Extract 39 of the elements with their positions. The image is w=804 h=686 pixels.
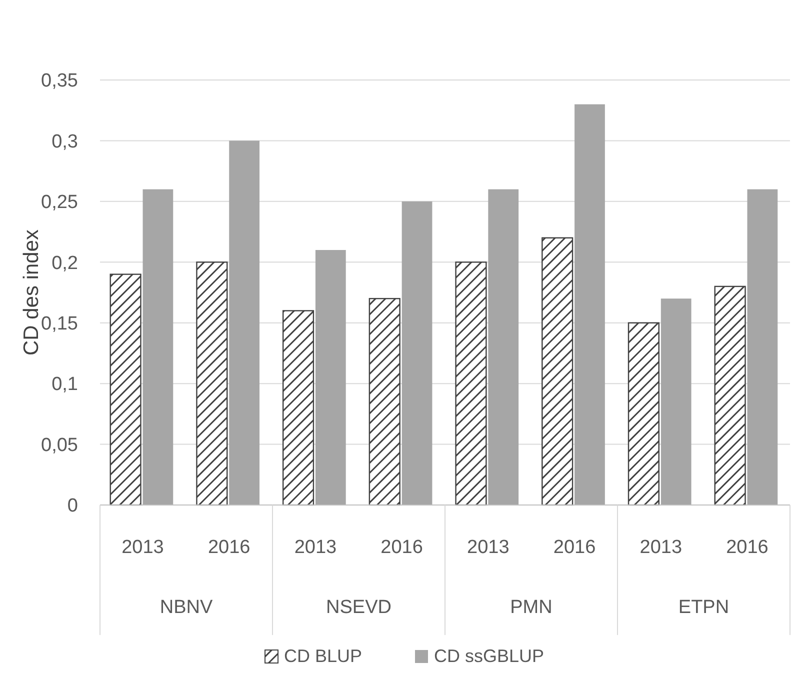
y-axis-title: CD des index xyxy=(20,228,43,356)
x-tick-label: 2013 xyxy=(640,537,682,558)
bar xyxy=(455,262,487,506)
bar xyxy=(315,250,346,505)
bar xyxy=(628,322,660,506)
bar xyxy=(110,274,142,506)
y-tick-label: 0,3 xyxy=(52,131,78,152)
bar xyxy=(402,201,432,505)
y-tick-label: 0,25 xyxy=(41,192,78,214)
legend-label: CD BLUP xyxy=(284,646,362,666)
x-tick-label: 2016 xyxy=(208,537,250,558)
bar xyxy=(542,237,574,506)
text: ETPN xyxy=(678,597,730,618)
x-tick-label: 2016 xyxy=(380,537,423,558)
bar xyxy=(196,262,228,506)
bar xyxy=(714,286,746,506)
x-tick-label: 2013 xyxy=(467,537,510,558)
legend-label: CD ssGBLUP xyxy=(434,646,544,666)
bar xyxy=(229,140,260,505)
bar xyxy=(747,189,778,505)
x-tick-label: 2013 xyxy=(122,537,164,558)
text: NSEVD xyxy=(326,597,392,618)
bar xyxy=(142,189,174,505)
text: PMN xyxy=(510,597,552,618)
y-tick-label: 0,1 xyxy=(52,374,78,396)
x-tick-label: 2016 xyxy=(726,537,768,558)
y-tick-label: 0,2 xyxy=(52,252,78,274)
bar xyxy=(660,298,692,505)
x-tick-label: 2016 xyxy=(553,537,596,558)
bar xyxy=(574,104,605,505)
y-tick-label: 0 xyxy=(67,496,78,517)
bar xyxy=(282,310,314,506)
x-tick-label: 2013 xyxy=(294,537,337,558)
bar xyxy=(368,298,400,506)
y-tick-label: 0,05 xyxy=(41,434,78,456)
y-tick-label: 0,15 xyxy=(41,314,78,335)
bar xyxy=(488,189,519,505)
y-tick-label: 0,35 xyxy=(41,70,78,92)
text: NBNV xyxy=(160,597,213,618)
